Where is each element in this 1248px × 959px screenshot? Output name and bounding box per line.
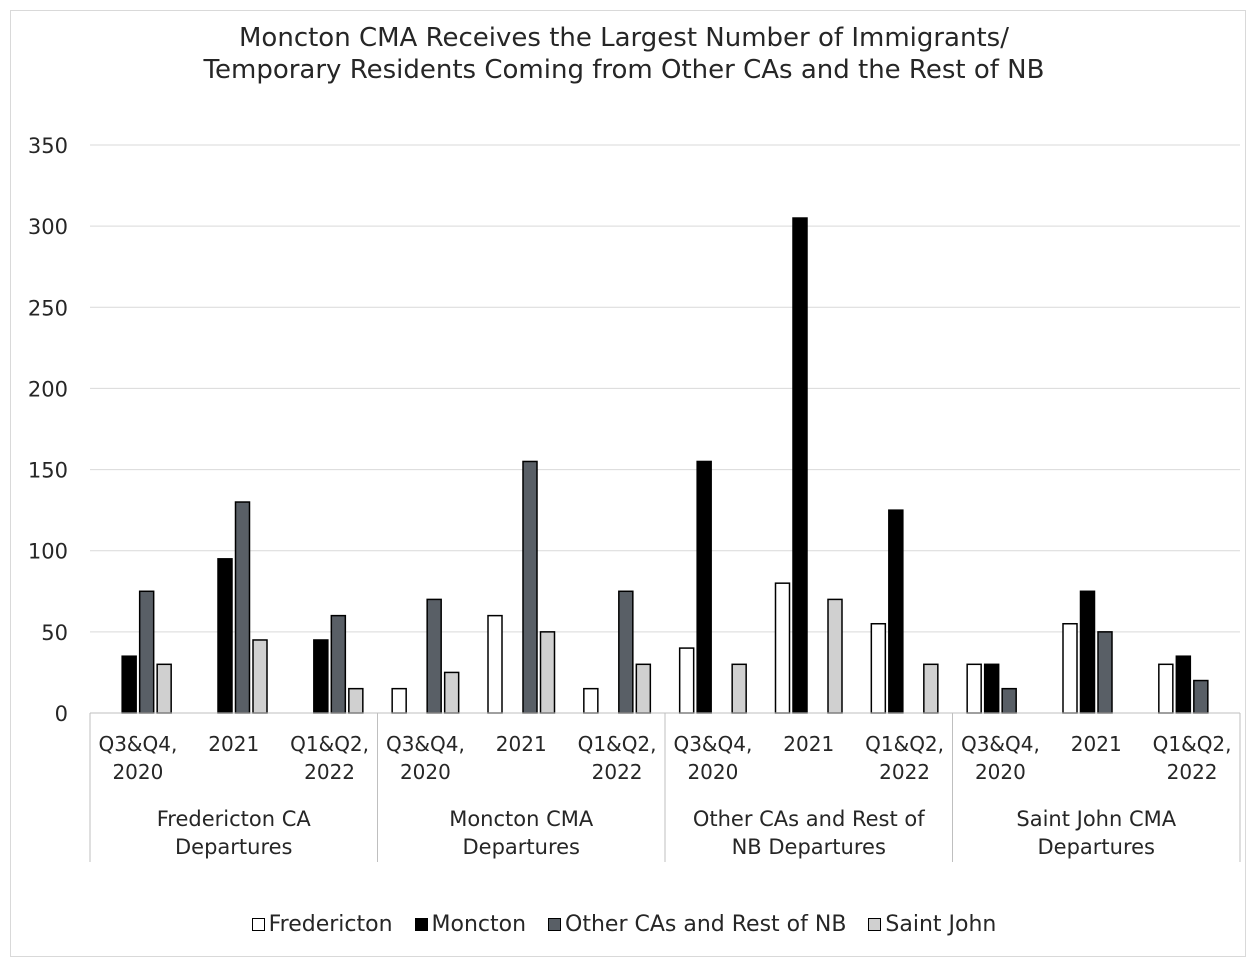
bar	[487, 614, 503, 714]
bar	[1001, 687, 1017, 714]
y-tick-label: 250	[28, 296, 68, 320]
legend-item-fredericton: Fredericton	[251, 912, 393, 937]
legend-item-other-cas: Other CAs and Rest of NB	[548, 912, 846, 937]
x-tick-label: Q1&Q2,	[865, 732, 944, 756]
legend-swatch-moncton	[414, 918, 428, 931]
bar	[522, 460, 538, 714]
group-label: Departures	[463, 835, 581, 859]
bar	[121, 655, 137, 714]
x-tick-label: Q3&Q4,	[961, 732, 1040, 756]
legend-label-saint-john: Saint John	[885, 912, 997, 937]
group-label: Fredericton CA	[157, 807, 312, 831]
bar	[1193, 679, 1209, 714]
bar	[774, 582, 791, 714]
bar	[217, 558, 233, 714]
bar	[888, 509, 904, 714]
x-tick-label: Q3&Q4,	[386, 732, 465, 756]
x-tick-label: 2022	[592, 760, 643, 784]
x-tick-label: Q3&Q4,	[673, 732, 752, 756]
x-tick-label: Q1&Q2,	[290, 732, 369, 756]
bar	[983, 663, 1000, 714]
legend-item-moncton: Moncton	[414, 912, 527, 937]
x-tick-label: 2022	[304, 760, 355, 784]
legend-swatch-saint-john	[868, 918, 882, 931]
x-tick-label: 2022	[1167, 760, 1218, 784]
y-tick-label: 150	[28, 459, 68, 483]
chart-frame	[10, 10, 1246, 957]
x-tick-label: 2021	[1071, 732, 1122, 756]
group-label: Moncton CMA	[449, 807, 594, 831]
group-label: Other CAs and Rest of	[693, 807, 925, 831]
x-tick-label: 2020	[687, 760, 738, 784]
chart-title: Moncton CMA Receives the Largest Number …	[0, 22, 1248, 86]
x-tick-label: Q1&Q2,	[578, 732, 657, 756]
bar	[156, 663, 172, 714]
y-tick-label: 50	[41, 621, 68, 645]
bar	[252, 639, 268, 714]
legend-swatch-other-cas	[548, 918, 562, 931]
bar	[966, 663, 982, 714]
bar	[1079, 590, 1096, 714]
bar	[539, 631, 556, 714]
y-tick-label: 300	[28, 215, 68, 239]
group-label: NB Departures	[732, 835, 886, 859]
bar	[443, 671, 460, 714]
x-tick-label: 2020	[400, 760, 451, 784]
legend-label-other-cas: Other CAs and Rest of NB	[565, 912, 847, 937]
chart-title-line-1: Moncton CMA Receives the Largest Number …	[239, 23, 1009, 53]
bar	[678, 647, 695, 714]
x-tick-label: Q1&Q2,	[1153, 732, 1232, 756]
bar	[696, 460, 712, 714]
y-tick-label: 200	[28, 377, 68, 401]
legend-swatch-fredericton	[251, 918, 265, 931]
legend-label-moncton: Moncton	[431, 912, 527, 937]
chart-title-line-2: Temporary Residents Coming from Other CA…	[203, 55, 1045, 85]
group-label: Saint John CMA	[1016, 807, 1176, 831]
bar	[234, 501, 251, 714]
bar	[618, 590, 634, 714]
bar	[1175, 655, 1192, 714]
bar	[330, 614, 347, 714]
bar	[426, 598, 442, 714]
y-tick-label: 0	[55, 702, 68, 726]
bar	[348, 687, 364, 714]
y-tick-label: 350	[28, 134, 68, 158]
bar	[792, 217, 808, 714]
bar	[313, 639, 329, 714]
legend-item-saint-john: Saint John	[868, 912, 996, 937]
group-label: Departures	[1038, 835, 1156, 859]
x-tick-label: 2021	[496, 732, 547, 756]
bar	[731, 663, 747, 714]
x-tick-label: 2022	[879, 760, 930, 784]
bar	[1062, 622, 1078, 714]
x-tick-label: 2020	[975, 760, 1026, 784]
x-tick-label: 2021	[208, 732, 259, 756]
bar	[138, 590, 155, 714]
bar	[583, 687, 599, 714]
bar	[870, 622, 887, 714]
bar	[923, 663, 939, 714]
legend: Fredericton Moncton Other CAs and Rest o…	[0, 912, 1248, 937]
x-tick-label: 2021	[783, 732, 834, 756]
bar	[1097, 631, 1113, 714]
legend-label-fredericton: Fredericton	[268, 912, 393, 937]
bar	[391, 687, 407, 714]
x-tick-label: Q3&Q4,	[98, 732, 177, 756]
x-tick-label: 2020	[112, 760, 163, 784]
y-tick-label: 100	[28, 540, 68, 564]
bar	[1158, 663, 1174, 714]
bar	[827, 598, 843, 714]
group-label: Departures	[175, 835, 293, 859]
bar	[635, 663, 652, 714]
